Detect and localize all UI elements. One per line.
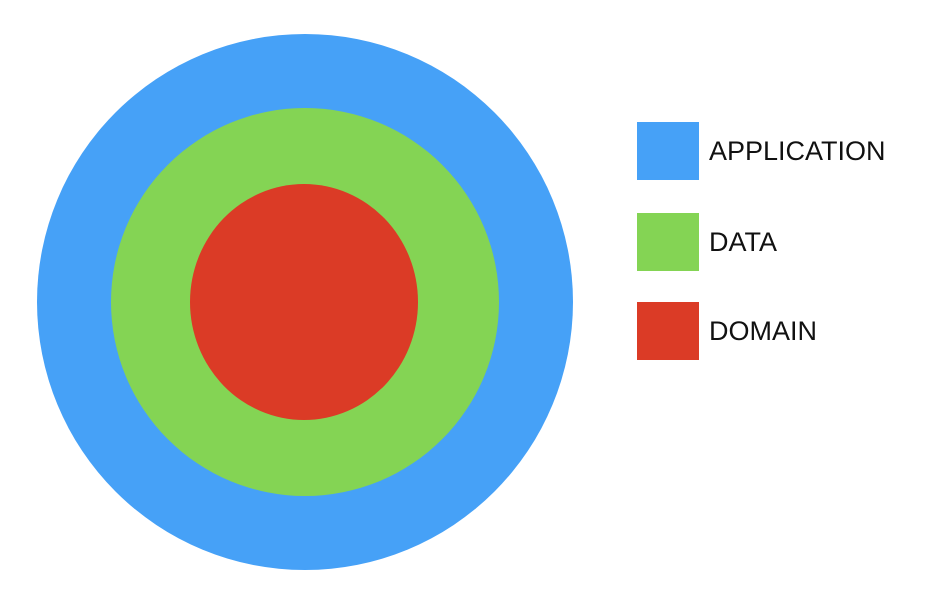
legend-swatch-application bbox=[637, 122, 699, 180]
legend-label-application: APPLICATION bbox=[709, 135, 886, 166]
legend-label-data: DATA bbox=[709, 226, 778, 257]
legend-item-data: DATA bbox=[637, 213, 777, 271]
domain-circle bbox=[190, 184, 418, 420]
legend-swatch-domain bbox=[637, 302, 699, 360]
legend-label-domain: DOMAIN bbox=[709, 315, 817, 346]
legend-item-application: APPLICATION bbox=[637, 122, 886, 180]
legend-item-domain: DOMAIN bbox=[637, 302, 817, 360]
legend-swatch-data bbox=[637, 213, 699, 271]
